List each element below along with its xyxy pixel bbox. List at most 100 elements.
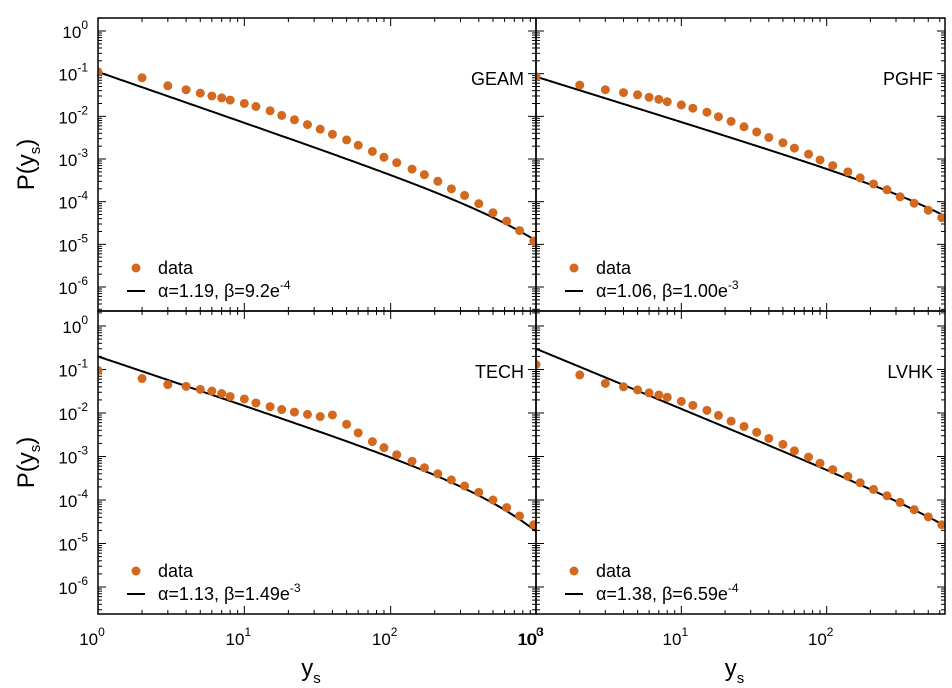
tick-base: 10 [58, 279, 77, 298]
data-point [392, 450, 402, 460]
tick-exponent: -5 [77, 231, 88, 245]
legend-data-label: data [158, 258, 194, 278]
data-point [163, 380, 173, 390]
data-point [575, 370, 585, 380]
data-point [419, 463, 429, 473]
legend-data-label: data [596, 561, 632, 581]
data-point [217, 93, 227, 103]
data-point [688, 400, 698, 410]
legend-data-marker [569, 566, 579, 576]
data-point [726, 116, 736, 126]
data-point [815, 155, 825, 165]
legend-fit-text: α=1.38, β=6.59e [596, 584, 728, 604]
y-tick-label: 10-6 [58, 574, 88, 598]
data-point [251, 102, 261, 111]
data-point [909, 505, 919, 515]
tick-base: 10 [58, 362, 77, 381]
legend-data-label: data [158, 561, 194, 581]
data-point [207, 386, 217, 396]
data-point [543, 530, 552, 539]
tick-exponent: -4 [77, 487, 88, 501]
data-point [419, 170, 429, 180]
fit-curve [536, 347, 945, 527]
tick-base: 10 [62, 23, 81, 42]
data-point [633, 90, 643, 100]
data-point [937, 520, 945, 530]
tick-exponent: -5 [77, 531, 88, 545]
data-point [315, 124, 325, 134]
data-point [239, 394, 249, 404]
panel-label: LVHK [887, 362, 933, 382]
tick-exponent: 0 [81, 313, 88, 327]
data-point [654, 94, 664, 104]
y-axis-label-main: P(y [13, 452, 40, 488]
tick-exponent: 2 [827, 625, 834, 639]
plot-frame [535, 310, 946, 615]
data-point [195, 384, 205, 394]
data-point [855, 173, 865, 183]
data-point [239, 98, 249, 108]
data-point [882, 491, 892, 501]
y-axis-label-close: ) [13, 437, 40, 445]
data-point [460, 481, 470, 491]
data-point [277, 405, 287, 415]
data-point [137, 374, 147, 384]
legend-fit-label: α=1.13, β=1.49e-3 [158, 581, 301, 604]
data-point [433, 469, 443, 479]
data-point [98, 67, 103, 77]
data-point [515, 511, 525, 521]
y-tick-label: 10-4 [58, 189, 88, 213]
data-point [289, 115, 299, 125]
data-point [923, 512, 933, 522]
tick-exponent: -1 [77, 61, 88, 75]
tick-base: 10 [58, 579, 77, 598]
data-point [502, 503, 512, 513]
tick-base: 10 [808, 630, 827, 649]
data-point [713, 112, 723, 122]
data-points [98, 365, 552, 539]
tick-base: 10 [58, 66, 77, 85]
data-point [633, 385, 643, 395]
data-point [225, 95, 235, 105]
x-tick-label: 100 [517, 625, 543, 649]
legend-data-label: data [596, 258, 632, 278]
y-axis-label-sub: s [27, 445, 44, 453]
data-point [739, 122, 749, 132]
data-point [251, 398, 261, 408]
data-point [843, 471, 853, 481]
tick-exponent: -4 [77, 189, 88, 203]
y-axis-label-main: P(y [13, 154, 40, 190]
tick-base: 10 [79, 630, 98, 649]
data-point [181, 381, 191, 391]
data-point [407, 164, 417, 174]
data-points [98, 67, 592, 291]
y-axis-label-sub: s [27, 147, 44, 155]
tick-exponent: -3 [77, 444, 88, 458]
fit-curve [536, 75, 945, 218]
y-tick-label: 10-4 [58, 487, 88, 511]
y-tick-label: 10-3 [58, 146, 88, 170]
data-point [327, 410, 337, 420]
legend-fit-exponent: -4 [280, 278, 291, 292]
data-point [536, 360, 541, 370]
data-point [583, 282, 592, 291]
data-point [460, 190, 470, 200]
legend-fit-exponent: -3 [290, 581, 301, 595]
data-point [327, 129, 337, 139]
data-point [353, 428, 363, 438]
data-point [789, 446, 799, 456]
data-point [828, 161, 838, 171]
data-point [474, 487, 484, 497]
tick-exponent: -2 [77, 400, 88, 414]
data-point [778, 138, 788, 148]
data-point [195, 88, 205, 98]
legend-fit-label: α=1.19, β=9.2e-4 [158, 278, 291, 301]
y-tick-label: 10-5 [58, 531, 88, 555]
data-point [654, 390, 664, 400]
panel-label: TECH [475, 362, 524, 382]
x-axis-label-main: y [301, 655, 313, 682]
x-tick-label: 100 [79, 625, 105, 649]
legend-data-marker [131, 263, 141, 273]
